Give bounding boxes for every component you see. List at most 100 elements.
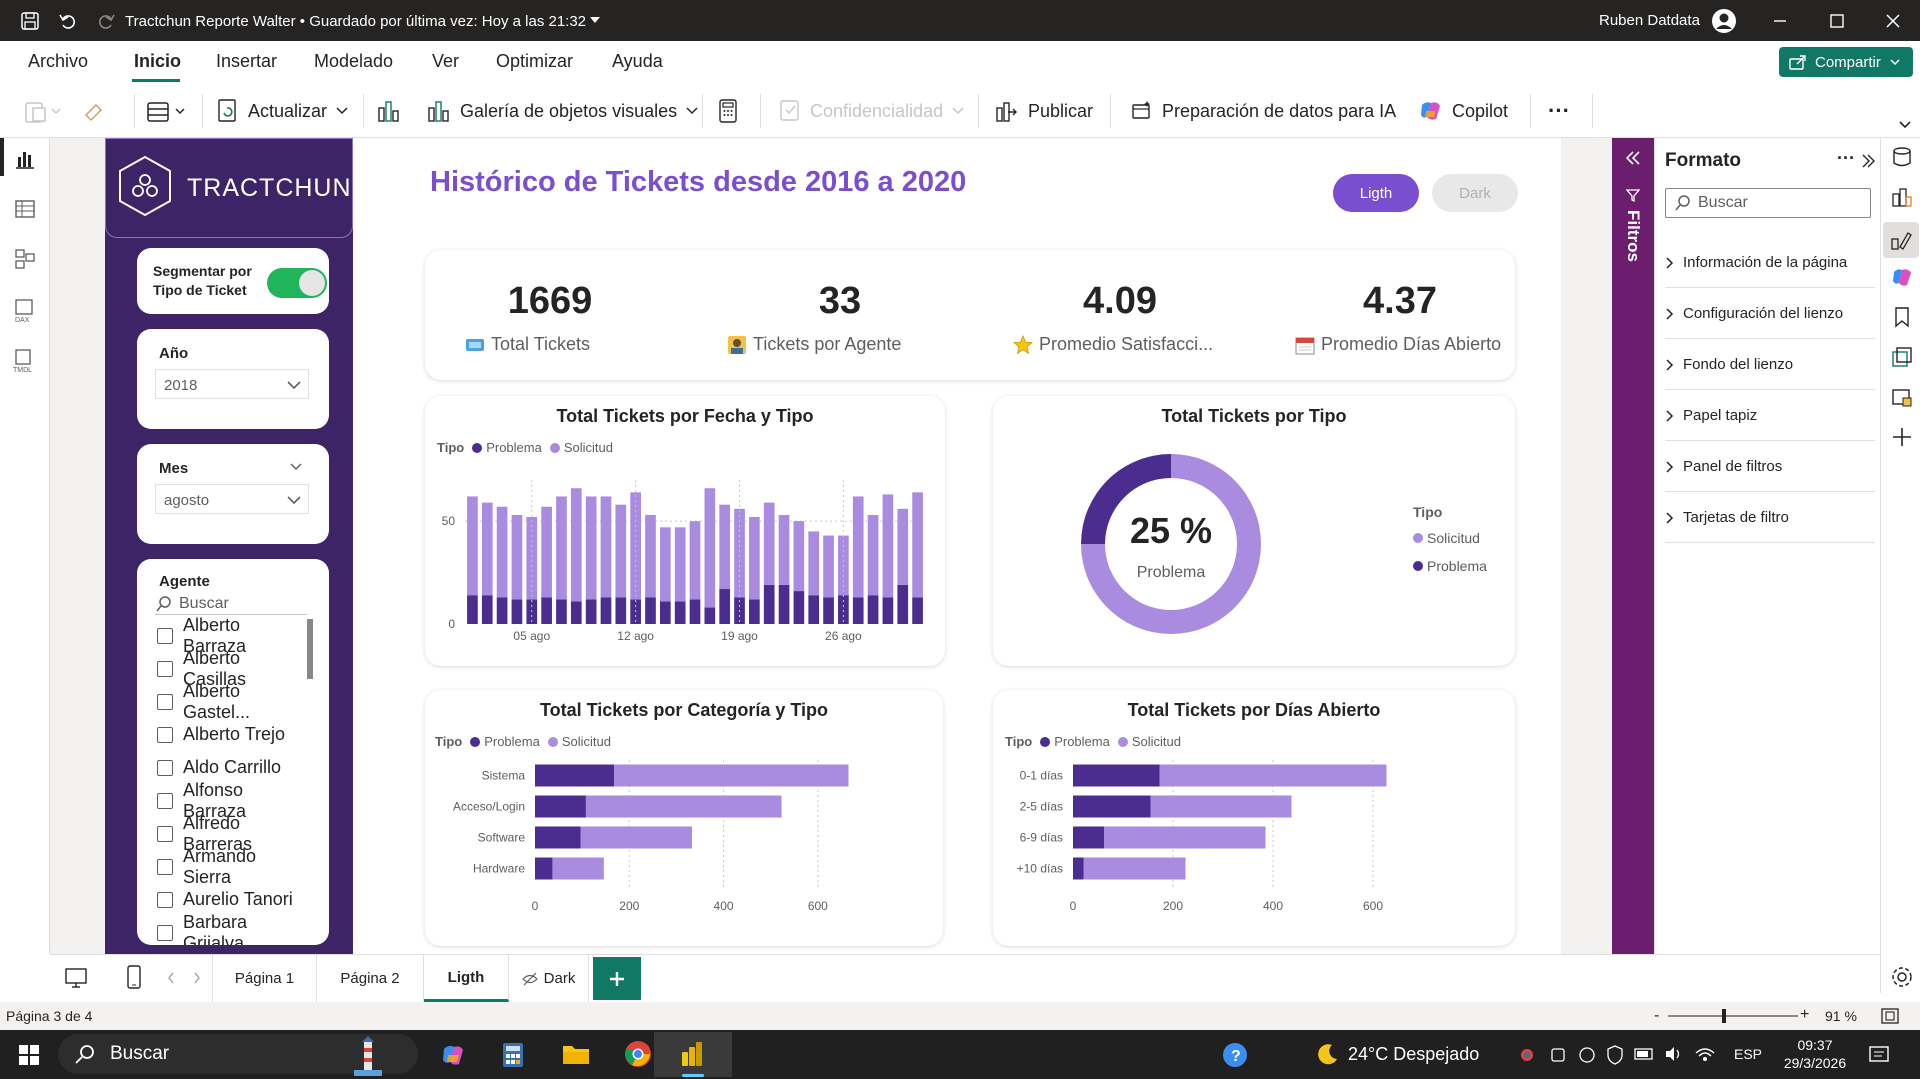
- fit-to-page-icon[interactable]: [1880, 1007, 1900, 1025]
- visual-button[interactable]: [376, 84, 402, 138]
- save-icon[interactable]: [20, 11, 40, 31]
- copilot-button[interactable]: Copilot: [1418, 84, 1508, 138]
- format-section[interactable]: Papel tapiz: [1665, 391, 1875, 441]
- checkbox[interactable]: [157, 759, 173, 776]
- agent-option[interactable]: Armando Sierra: [157, 846, 305, 887]
- add-page-button[interactable]: [593, 957, 641, 1000]
- format-section[interactable]: Configuración del lienzo: [1665, 289, 1875, 339]
- chart-tickets-by-category[interactable]: Total Tickets por Categoría y Tipo Tipo …: [425, 690, 943, 946]
- checkbox[interactable]: [157, 924, 173, 941]
- segment-toggle[interactable]: [267, 268, 327, 298]
- chart-tickets-by-days-open[interactable]: Total Tickets por Días Abierto Tipo Prob…: [993, 690, 1515, 946]
- next-page-icon[interactable]: [192, 971, 202, 985]
- zoom-out-button[interactable]: -: [1654, 1007, 1660, 1024]
- notifications-icon[interactable]: [1868, 1044, 1890, 1066]
- dark-theme-button[interactable]: Dark: [1432, 174, 1518, 212]
- mobile-layout-icon[interactable]: [126, 965, 142, 989]
- filters-pane-collapsed[interactable]: Filtros: [1612, 138, 1654, 954]
- copilot-app-icon[interactable]: [440, 1042, 466, 1068]
- clock[interactable]: 09:37 29/3/2026: [1780, 1036, 1850, 1072]
- get-data-button[interactable]: [146, 84, 190, 138]
- format-section[interactable]: Panel de filtros: [1665, 442, 1875, 492]
- tab-pagina-2[interactable]: Página 2: [317, 955, 424, 1002]
- collapse-pane-icon[interactable]: [1861, 154, 1875, 168]
- tray-icon-2[interactable]: [1550, 1046, 1566, 1064]
- format-painter-button[interactable]: [82, 84, 106, 138]
- light-theme-button[interactable]: Ligth: [1333, 174, 1419, 212]
- chart-tickets-by-date[interactable]: Total Tickets por Fecha y Tipo Tipo Prob…: [425, 396, 945, 666]
- tmdl-view-icon[interactable]: TMDL: [10, 348, 38, 374]
- checkbox[interactable]: [157, 792, 173, 809]
- agent-option[interactable]: Alberto Gastel...: [157, 681, 305, 722]
- report-view-icon[interactable]: [14, 148, 36, 170]
- close-icon[interactable]: [1884, 12, 1902, 30]
- format-pane-button[interactable]: [1883, 222, 1919, 258]
- tab-ligth[interactable]: Ligth: [424, 955, 509, 1002]
- agent-search[interactable]: Buscar: [155, 593, 307, 615]
- checkbox[interactable]: [157, 627, 173, 644]
- bookmark-icon[interactable]: [1891, 306, 1913, 328]
- wifi-icon[interactable]: [1694, 1045, 1716, 1063]
- copilot-icon[interactable]: [1891, 266, 1913, 288]
- visualizations-pane-icon[interactable]: [1891, 186, 1913, 208]
- menu-optimizar[interactable]: Optimizar: [496, 51, 574, 71]
- checkbox[interactable]: [157, 891, 173, 908]
- calculator-button[interactable]: [716, 84, 740, 138]
- performance-icon[interactable]: [1891, 386, 1913, 408]
- tray-icon-3[interactable]: [1578, 1046, 1596, 1064]
- tab-dark[interactable]: Dark: [509, 955, 589, 1002]
- menu-modelado[interactable]: Modelado: [314, 51, 394, 71]
- tab-pagina-1[interactable]: Página 1: [212, 955, 317, 1002]
- visual-gallery-button[interactable]: Galería de objetos visuales: [426, 84, 699, 138]
- paste-button[interactable]: [24, 84, 64, 138]
- menu-inicio[interactable]: Inicio: [134, 51, 182, 71]
- publish-button[interactable]: Publicar: [994, 84, 1093, 138]
- checkbox[interactable]: [157, 660, 173, 677]
- zoom-slider-thumb[interactable]: [1722, 1009, 1726, 1023]
- sensitivity-button[interactable]: Confidencialidad: [778, 84, 965, 138]
- prev-page-icon[interactable]: [166, 971, 176, 985]
- checkbox[interactable]: [157, 693, 173, 710]
- table-view-icon[interactable]: [14, 198, 36, 220]
- windows-start-icon[interactable]: [18, 1044, 40, 1066]
- agent-option[interactable]: Barbara Grijalva: [157, 912, 305, 945]
- ai-prep-button[interactable]: Preparación de datos para IA: [1130, 84, 1396, 138]
- model-view-icon[interactable]: [14, 248, 36, 270]
- taskbar-search[interactable]: Buscar: [58, 1034, 418, 1074]
- format-section[interactable]: Información de la página: [1665, 238, 1875, 288]
- chrome-icon[interactable]: [624, 1040, 652, 1068]
- agent-option[interactable]: Alfredo Barreras: [157, 813, 305, 854]
- agent-option[interactable]: Alfonso Barraza: [157, 780, 305, 821]
- collapse-ribbon-icon[interactable]: [1898, 120, 1912, 130]
- add-pane-icon[interactable]: [1891, 426, 1913, 448]
- more-options-icon[interactable]: ···: [1837, 148, 1855, 168]
- settings-icon[interactable]: [1890, 965, 1914, 989]
- zoom-slider[interactable]: [1668, 1009, 1798, 1023]
- menu-ver[interactable]: Ver: [432, 51, 460, 71]
- menu-ayuda[interactable]: Ayuda: [612, 51, 663, 71]
- agent-option[interactable]: Aurelio Tanori: [157, 883, 305, 916]
- month-dropdown[interactable]: agosto: [155, 484, 309, 514]
- input-language[interactable]: ESP: [1734, 1046, 1763, 1062]
- desktop-layout-icon[interactable]: [64, 967, 88, 989]
- more-options-button[interactable]: ···: [1548, 98, 1570, 123]
- refresh-button[interactable]: Actualizar: [216, 84, 349, 138]
- format-search-input[interactable]: Buscar: [1665, 188, 1871, 218]
- checkbox[interactable]: [157, 726, 173, 743]
- expand-icon[interactable]: [1625, 150, 1641, 166]
- selection-pane-icon[interactable]: [1891, 346, 1913, 368]
- help-icon[interactable]: ?: [1222, 1042, 1248, 1068]
- dax-query-icon[interactable]: DAX: [12, 298, 38, 324]
- chart-tickets-by-type[interactable]: Total Tickets por Tipo 25 % Problema Tip…: [993, 396, 1515, 666]
- year-dropdown[interactable]: 2018: [155, 369, 309, 399]
- agent-option[interactable]: Aldo Carrillo: [157, 751, 305, 784]
- maximize-icon[interactable]: [1828, 12, 1846, 30]
- menu-insertar[interactable]: Insertar: [216, 51, 278, 71]
- volume-icon[interactable]: [1664, 1045, 1684, 1063]
- zoom-in-button[interactable]: +: [1800, 1006, 1810, 1023]
- avatar[interactable]: [1711, 8, 1737, 34]
- agent-option[interactable]: Alberto Trejo: [157, 718, 305, 751]
- agent-option[interactable]: Alberto Casillas: [157, 648, 305, 689]
- format-section[interactable]: Tarjetas de filtro: [1665, 493, 1875, 543]
- agent-option[interactable]: Alberto Barraza: [157, 615, 305, 656]
